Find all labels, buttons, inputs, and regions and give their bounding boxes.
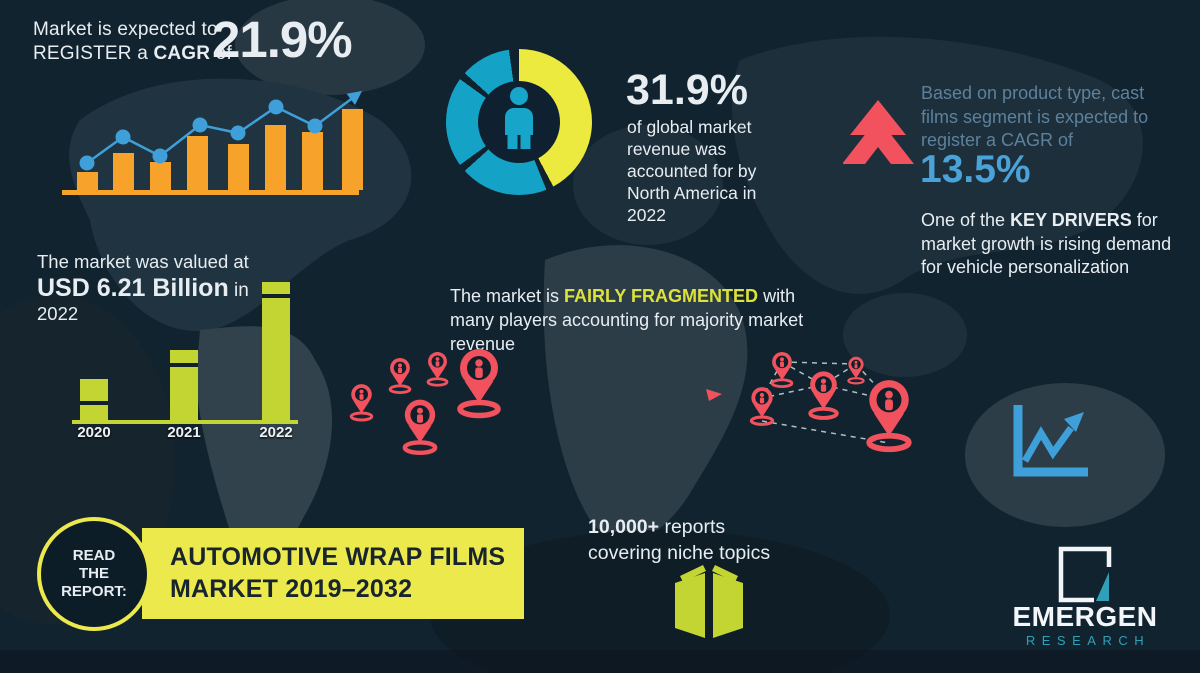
cursor-arrow-icon (706, 389, 722, 401)
cagr-bar (342, 109, 363, 190)
map-pin-icon (388, 356, 412, 395)
donut-hole (478, 81, 560, 163)
cagr-headline-line1: Market is expected to (33, 19, 218, 40)
report-title: AUTOMOTIVE WRAP FILMS MARKET 2019–2032 (170, 543, 506, 603)
reports-note: 10,000+ reports covering niche topics (588, 516, 771, 564)
valuation-line2: USD 6.21 Billion in (37, 274, 249, 302)
cagr-bar (113, 153, 134, 190)
cagr-bar (265, 125, 286, 190)
map-pins-layer (349, 330, 930, 470)
map-pin-icon (847, 355, 865, 385)
map-pin-icon (405, 400, 435, 453)
map-pin-icon (770, 350, 794, 389)
map-pin-icon (869, 380, 909, 449)
map-pin-icon (460, 349, 498, 416)
person-icon (505, 87, 533, 149)
logo-mark (1058, 546, 1112, 603)
valuation-bar (80, 379, 108, 420)
year-label-2022: 2022 (259, 424, 293, 441)
regional-share-donut (446, 49, 592, 195)
report-title-banner: AUTOMOTIVE WRAP FILMS MARKET 2019–2032 (142, 528, 524, 619)
cast-films-text: Based on product type, cast films segmen… (921, 83, 1149, 150)
cagr-bar (77, 172, 98, 190)
valuation-bar-stripe (80, 401, 108, 405)
cagr-bar (302, 132, 323, 190)
logo-primary-text: EMERGEN (1012, 601, 1158, 632)
valuation-bar-stripe (170, 363, 198, 367)
map-pin-icon (426, 350, 449, 387)
map-pin-icon (808, 369, 839, 420)
cagr-bar (187, 136, 208, 190)
valuation-line3: 2022 (37, 303, 79, 324)
cagr-bar (228, 144, 249, 190)
cast-films-cagr-value: 13.5% (920, 148, 1031, 191)
cagr-bars (62, 104, 363, 190)
cagr-value: 21.9% (212, 11, 353, 68)
logo-secondary-text: RESEARCH (1025, 633, 1151, 648)
cagr-bar (150, 162, 171, 190)
valuation-line1: The market was valued at (37, 251, 249, 272)
book-icon (675, 565, 743, 638)
cagr-headline: Market is expected to REGISTER a CAGR of (33, 18, 232, 66)
valuation-bar-stripe (262, 294, 290, 298)
read-the-report-badge: READ THE REPORT: (37, 517, 151, 631)
year-label-2021: 2021 (167, 424, 201, 441)
map-pin-icon (349, 382, 374, 422)
key-drivers-text: One of the KEY DRIVERS for market growth… (921, 210, 1172, 277)
growth-chart-icon (1013, 405, 1088, 477)
fragmented-market-text: The market is FAIRLY FRAGMENTED with man… (450, 286, 804, 354)
north-america-share-value: 31.9% (626, 66, 748, 114)
map-pin-icon (749, 385, 775, 426)
valuation-bar (170, 350, 198, 420)
cagr-headline-line2: REGISTER a CAGR of (33, 43, 232, 64)
valuation-bar (262, 282, 290, 420)
valuation-baseline (72, 420, 298, 424)
year-label-2020: 2020 (77, 424, 111, 441)
cagr-trendline (79, 91, 362, 171)
valuation-bars (72, 282, 298, 420)
north-america-share-text: of global market revenue was accounted f… (627, 117, 757, 225)
cagr-baseline (62, 190, 359, 195)
double-up-arrows-icon (843, 100, 914, 164)
